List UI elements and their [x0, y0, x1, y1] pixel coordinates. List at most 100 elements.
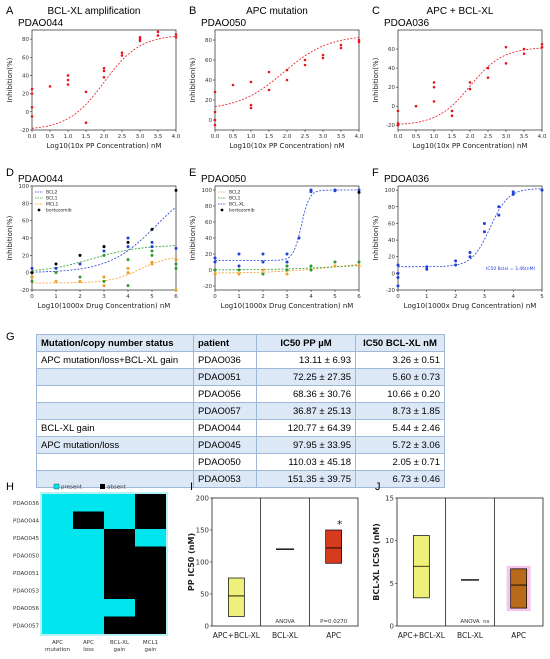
data-point: [396, 284, 400, 288]
cell-status: APC mutation/loss+BCL-XL gain: [36, 351, 194, 369]
y-tick-label: 0: [392, 271, 396, 277]
data-point: [102, 69, 106, 73]
data-point: [285, 268, 289, 272]
data-point: [339, 43, 343, 47]
panel-letter: A: [6, 5, 14, 17]
p-value-label: P=0.0270: [320, 619, 348, 625]
data-point: [249, 80, 253, 84]
data-point: [30, 279, 34, 283]
data-point: [120, 54, 124, 57]
heatmap-row-label: PDAO036: [13, 501, 39, 507]
x-tick-label: 4.0: [355, 134, 364, 140]
y-tick-label: 20: [22, 92, 29, 98]
legend-label: bortezomib: [229, 208, 255, 214]
y-axis-label: Inhibition(%): [6, 57, 14, 102]
data-point: [30, 275, 34, 279]
heatmap-cell: [73, 564, 104, 582]
x-tick-label: 0.5: [412, 134, 421, 140]
x-tick-label: 0.0: [394, 134, 403, 140]
legend-label: MCL1: [46, 202, 59, 208]
data-point: [504, 62, 508, 65]
heatmap-cell: [42, 546, 73, 564]
data-point: [540, 188, 544, 192]
data-point: [54, 262, 58, 266]
y-axis-label: BCL-XL IC50 (nM): [372, 523, 381, 601]
heatmap-row-label: PDAO044: [13, 518, 39, 524]
y-tick-label: -20: [386, 288, 395, 294]
y-tick-label: 40: [205, 78, 212, 84]
y-tick-label: 100: [19, 184, 30, 190]
data-point: [285, 252, 289, 256]
legend-label: BCL2: [229, 190, 241, 196]
data-point: [126, 284, 130, 288]
data-point: [333, 264, 337, 268]
heatmap-col-label: gain: [114, 647, 126, 653]
data-point: [150, 245, 154, 249]
panel-sample: PDAO050: [201, 18, 246, 29]
plot-frame: [31, 29, 177, 131]
x-tick-label: 2: [78, 294, 82, 300]
x-tick-label: 4: [126, 294, 130, 300]
cell-bclxl: 5.60 ± 0.73: [355, 368, 445, 386]
cell-status: [36, 368, 194, 386]
category-label: BCL-XL: [272, 631, 299, 640]
data-point: [396, 123, 400, 127]
data-point: [357, 190, 361, 194]
legend-label: BCL-XL: [229, 202, 245, 208]
data-point: [150, 253, 154, 257]
data-point: [213, 272, 217, 276]
x-tick-label: 3: [285, 294, 289, 300]
legend-swatch: [220, 208, 224, 212]
heatmap-cell: [135, 494, 166, 512]
heatmap-col-label: APC: [83, 640, 94, 646]
x-tick-label: 2.5: [118, 134, 127, 140]
data-point: [102, 245, 106, 249]
x-tick-label: 5: [150, 294, 154, 300]
y-tick-label: 40: [205, 236, 212, 242]
heatmap-col-label: loss: [83, 647, 94, 653]
legend-present-swatch: [53, 483, 60, 490]
x-tick-label: 1.5: [448, 134, 457, 140]
x-tick-label: 1: [54, 294, 58, 300]
y-tick-label: 0: [390, 623, 394, 631]
x-tick-label: 2.5: [484, 134, 493, 140]
plot-frame: [397, 29, 543, 131]
y-tick-label: 200: [196, 495, 209, 503]
heatmap-cell: [135, 511, 166, 529]
data-point: [249, 103, 253, 107]
x-tick-label: 5: [540, 294, 544, 300]
x-tick-label: 0: [30, 294, 34, 300]
y-tick-label: 40: [388, 238, 395, 244]
x-axis-label: Log10(10x PP Concentration) nM: [46, 142, 161, 150]
cell-pp: 97.95 ± 33.95: [256, 436, 356, 454]
cell-patient: PDAO050: [193, 453, 257, 471]
heatmap-cell: [135, 529, 166, 547]
data-point: [138, 37, 142, 41]
data-point: [150, 260, 154, 264]
data-point: [54, 279, 58, 283]
cell-patient: PDAO056: [193, 385, 257, 403]
box: [325, 529, 343, 564]
heatmap-col-label: mutation: [45, 647, 70, 653]
table-header-row: Mutation/copy number status patient IC50…: [36, 334, 445, 352]
legend-present-label: present: [61, 485, 83, 491]
table-row: APC mutation/loss PDAO045 97.95 ± 33.95 5.7…: [36, 436, 445, 454]
y-tick-label: 100: [202, 188, 213, 194]
legend-absent-swatch: [100, 484, 105, 489]
heatmap-cell: [73, 511, 104, 529]
data-point: [540, 45, 544, 49]
data-point: [432, 100, 436, 103]
heatmap-cell: [104, 581, 135, 599]
cell-pp: 151.35 ± 39.75: [256, 470, 356, 488]
x-tick-label: 3.5: [520, 134, 529, 140]
x-tick-label: 0.0: [28, 134, 37, 140]
heatmap-cell: [135, 564, 166, 582]
data-point: [261, 260, 265, 264]
data-point: [213, 256, 217, 260]
x-tick-label: 5: [333, 294, 337, 300]
y-tick-label: 0: [209, 268, 213, 274]
table-row: PDAO051 72.25 ± 27.35 5.60 ± 0.73: [36, 368, 445, 386]
